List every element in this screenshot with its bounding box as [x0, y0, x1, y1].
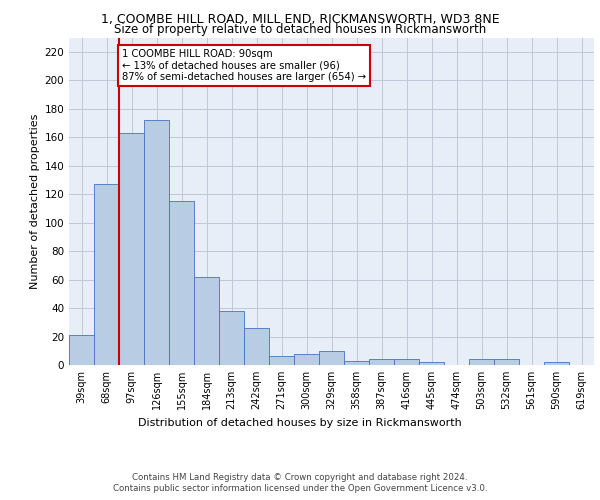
Text: Contains HM Land Registry data © Crown copyright and database right 2024.: Contains HM Land Registry data © Crown c… [132, 472, 468, 482]
Bar [94, 184, 119, 365]
Bar [194, 276, 219, 365]
Bar [494, 360, 519, 365]
Text: Distribution of detached houses by size in Rickmansworth: Distribution of detached houses by size … [138, 418, 462, 428]
Bar [469, 360, 494, 365]
Bar [394, 360, 419, 365]
Bar [344, 360, 369, 365]
Bar [219, 311, 244, 365]
Bar [294, 354, 319, 365]
Text: 1 COOMBE HILL ROAD: 90sqm
← 13% of detached houses are smaller (96)
87% of semi-: 1 COOMBE HILL ROAD: 90sqm ← 13% of detac… [121, 49, 365, 82]
Y-axis label: Number of detached properties: Number of detached properties [30, 114, 40, 289]
Bar [244, 328, 269, 365]
Bar [419, 362, 444, 365]
Bar [119, 133, 144, 365]
Text: Size of property relative to detached houses in Rickmansworth: Size of property relative to detached ho… [114, 22, 486, 36]
Bar [169, 201, 194, 365]
Bar [144, 120, 169, 365]
Text: 1, COOMBE HILL ROAD, MILL END, RICKMANSWORTH, WD3 8NE: 1, COOMBE HILL ROAD, MILL END, RICKMANSW… [101, 12, 499, 26]
Bar [319, 351, 344, 365]
Bar [269, 356, 294, 365]
Text: Contains public sector information licensed under the Open Government Licence v3: Contains public sector information licen… [113, 484, 487, 493]
Bar [544, 362, 569, 365]
Bar [369, 360, 394, 365]
Bar [69, 335, 94, 365]
